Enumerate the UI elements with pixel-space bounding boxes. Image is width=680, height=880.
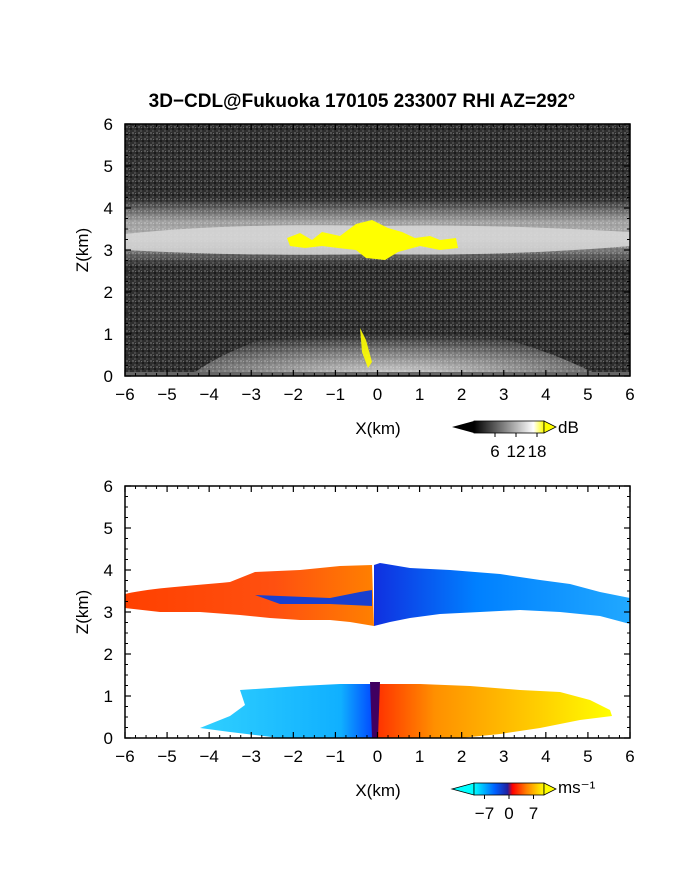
colorbar-ticks: −7 0 7 [475,795,538,823]
x-tick-label: 2 [457,747,466,766]
x-tick-label: 4 [541,747,550,766]
colorbar-max-arrow [543,782,557,796]
x-tick-label: 5 [583,747,592,766]
x-tick-label: −5 [157,385,176,404]
colorbar-min-arrow [452,421,474,433]
upper-layer-approaching [374,563,630,626]
x-tick-label: 3 [499,385,508,404]
y-tick-label: 2 [104,645,113,664]
colorbar-tick-label: 7 [529,804,538,823]
x-tick-label: 0 [373,385,382,404]
low-level-echo [190,320,600,376]
velocity-colorbar: ms⁻¹ −7 0 7 [450,778,596,823]
x-tick-label: 2 [457,385,466,404]
reflectivity-field [125,124,630,376]
upper-layer-receding-inner [255,590,372,606]
low-layer-centre [370,682,380,738]
y-tick-label: 5 [104,157,113,176]
x-tick-label: 6 [625,747,634,766]
colorbar-unit: ms⁻¹ [558,778,596,797]
colorbar-tick-label: 0 [504,804,513,823]
y-tick-label: 4 [104,561,113,580]
reflectivity-y-label: Z(km) [73,228,92,272]
x-tick-label: 0 [373,747,382,766]
x-tick-label: −4 [199,385,218,404]
colorbar-max-arrow [543,420,557,434]
y-tick-label: 0 [104,367,113,386]
x-tick-label: −3 [242,385,261,404]
reflectivity-axes: −6 −5 −4 −3 −2 −1 0 1 2 3 4 5 6 0 1 2 3 4 5 6 [104,115,635,404]
x-tick-label: −1 [326,747,345,766]
colorbar-bar [473,782,545,796]
y-tick-label: 4 [104,199,113,218]
y-tick-label: 1 [104,325,113,344]
x-tick-label: 6 [625,385,634,404]
y-tick-label: 6 [104,115,113,134]
x-tick-label: −3 [242,747,261,766]
colorbar-tick-label: 18 [528,442,547,461]
x-tick-label: −5 [157,747,176,766]
figure-title: 3D−CDL@Fukuoka 170105 233007 RHI AZ=292° [149,91,576,112]
y-tick-label: 3 [104,241,113,260]
velocity-panel: −6 −5 −4 −3 −2 −1 0 1 2 3 4 5 6 0 1 2 3 4 5 6 X(km) Z(km) m… [73,477,635,823]
x-tick-label: −2 [284,385,303,404]
low-layer-approaching [200,684,376,738]
x-tick-label: −1 [326,385,345,404]
velocity-axes: −6 −5 −4 −3 −2 −1 0 1 2 3 4 5 6 0 1 2 3 4 5 6 [104,477,635,766]
colorbar-unit: dB [558,418,579,437]
x-tick-label: 4 [541,385,550,404]
colorbar-bar [473,420,545,434]
y-tick-label: 6 [104,477,113,496]
y-tick-label: 0 [104,729,113,748]
reflectivity-x-label: X(km) [355,419,400,438]
velocity-x-label: X(km) [355,781,400,800]
colorbar-tick-label: −7 [475,804,494,823]
x-tick-label: 3 [499,747,508,766]
upper-layer-receding [125,565,374,626]
x-tick-label: 5 [583,385,592,404]
low-layer-receding [376,684,612,738]
x-tick-label: −6 [115,747,134,766]
velocity-y-label: Z(km) [73,590,92,634]
colorbar-tick-label: 12 [507,442,526,461]
colorbar-ticks: 6 12 18 [490,433,546,461]
colorbar-min-arrow [450,782,475,796]
x-tick-label: −6 [115,385,134,404]
reflectivity-colorbar: dB 6 12 18 [452,418,579,461]
low-level-echo-beam [360,328,372,368]
y-tick-label: 1 [104,687,113,706]
x-tick-label: −2 [284,747,303,766]
saturated-core [287,220,458,260]
y-tick-label: 3 [104,603,113,622]
x-tick-label: 1 [415,747,424,766]
x-tick-label: 1 [415,385,424,404]
colorbar-tick-label: 6 [490,442,499,461]
y-tick-label: 5 [104,519,113,538]
velocity-field [125,563,630,738]
y-tick-label: 2 [104,283,113,302]
x-tick-label: −4 [199,747,218,766]
